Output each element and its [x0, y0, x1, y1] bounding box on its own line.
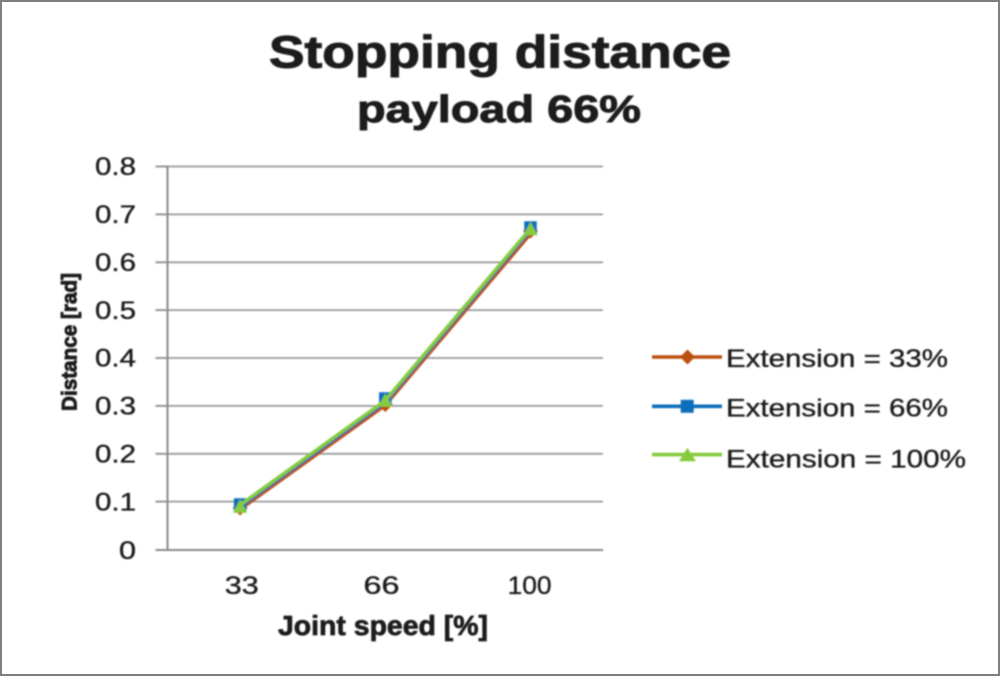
svg-text:Joint speed [%]: Joint speed [%]: [278, 610, 488, 641]
svg-text:Distance [rad]: Distance [rad]: [59, 273, 82, 411]
svg-text:0.2: 0.2: [95, 441, 136, 469]
svg-text:0.6: 0.6: [95, 249, 136, 277]
svg-text:33: 33: [225, 572, 259, 600]
svg-text:0.4: 0.4: [95, 345, 136, 373]
svg-text:100: 100: [508, 572, 552, 600]
svg-text:0.3: 0.3: [95, 393, 136, 421]
svg-text:0.8: 0.8: [95, 153, 136, 181]
svg-text:0.5: 0.5: [95, 297, 136, 325]
svg-text:0.7: 0.7: [95, 201, 136, 229]
svg-text:Stopping distance: Stopping distance: [269, 27, 731, 78]
svg-text:0: 0: [119, 537, 136, 565]
svg-text:Extension = 33%: Extension = 33%: [726, 345, 948, 373]
svg-text:payload 66%: payload 66%: [357, 89, 641, 131]
svg-text:Extension = 100%: Extension = 100%: [726, 445, 966, 473]
svg-text:0.1: 0.1: [95, 488, 136, 516]
svg-text:66: 66: [364, 572, 400, 600]
svg-text:Extension = 66%: Extension = 66%: [726, 395, 948, 423]
